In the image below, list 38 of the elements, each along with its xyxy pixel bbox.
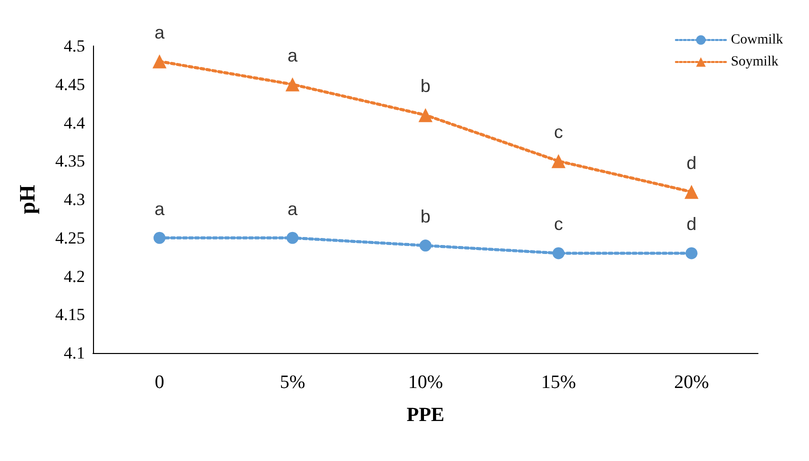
y-axis-title: pH xyxy=(14,184,40,214)
point xyxy=(684,184,698,199)
y-tick-label: 4.35 xyxy=(55,152,85,171)
y-tick-label: 4.3 xyxy=(64,190,85,209)
annotation: b xyxy=(420,76,431,96)
annotation: c xyxy=(554,214,563,234)
point xyxy=(152,54,166,68)
annotation: a xyxy=(287,198,298,219)
point xyxy=(286,232,298,244)
point xyxy=(552,154,566,168)
annotation: a xyxy=(287,45,298,66)
x-tick-label: 10% xyxy=(408,372,444,393)
x-tick-label: 15% xyxy=(541,372,576,393)
legend-label: Soymilk xyxy=(730,54,778,70)
annotation: c xyxy=(554,122,563,142)
y-tick-label: 4.2 xyxy=(64,266,85,286)
annotation: a xyxy=(154,22,166,42)
y-tick-label: 4.45 xyxy=(55,74,85,94)
annotation: d xyxy=(686,152,697,173)
annotation: b xyxy=(420,206,431,227)
y-tick-label: 4.15 xyxy=(55,305,85,324)
y-tick-label: 4.25 xyxy=(55,228,85,248)
annotation: a xyxy=(154,198,166,219)
x-axis-title: PPE xyxy=(406,404,444,426)
point xyxy=(552,247,564,260)
x-tick-label: 5% xyxy=(280,372,306,393)
y-tick-label: 4.5 xyxy=(64,36,85,56)
annotation: d xyxy=(686,214,697,234)
point xyxy=(420,240,432,252)
point xyxy=(286,77,300,92)
x-tick-label: 0 xyxy=(154,372,164,393)
y-tick-label: 4.4 xyxy=(64,113,86,132)
point xyxy=(154,232,166,244)
x-tick-label: 20% xyxy=(674,372,710,393)
point xyxy=(418,108,432,122)
legend-label: Cowmilk xyxy=(730,32,784,48)
point xyxy=(686,247,698,260)
y-tick-label: 4.1 xyxy=(64,344,85,362)
